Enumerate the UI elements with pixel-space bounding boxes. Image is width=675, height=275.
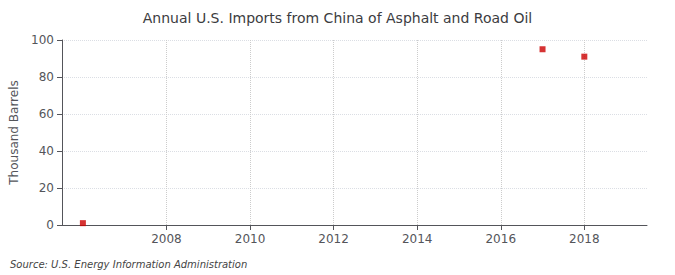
svg-text:2012: 2012 [318,232,349,246]
svg-text:60: 60 [39,107,54,121]
svg-text:40: 40 [39,144,54,158]
svg-text:100: 100 [31,33,54,47]
svg-text:Thousand Barrels: Thousand Barrels [7,80,21,185]
svg-text:80: 80 [39,70,54,84]
svg-text:2016: 2016 [485,232,516,246]
svg-text:2014: 2014 [402,232,433,246]
svg-text:2008: 2008 [151,232,182,246]
svg-text:Annual U.S. Imports from China: Annual U.S. Imports from China of Asphal… [143,10,532,26]
svg-text:Source: U.S. Energy Informatio: Source: U.S. Energy Information Administ… [10,259,247,270]
svg-text:2010: 2010 [235,232,266,246]
svg-text:2018: 2018 [569,232,600,246]
svg-text:0: 0 [46,218,54,232]
svg-text:20: 20 [39,181,54,195]
